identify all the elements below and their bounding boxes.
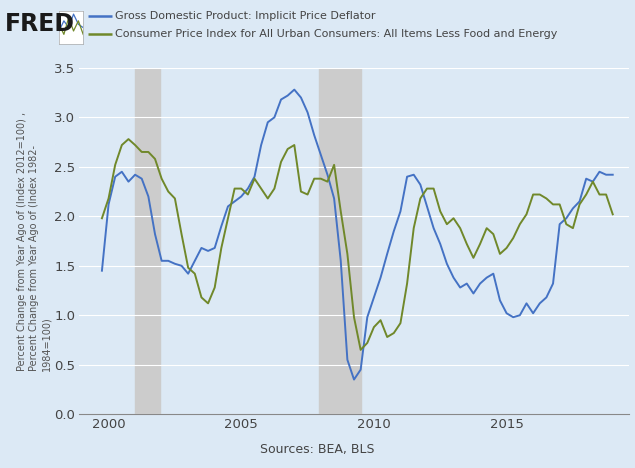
Bar [319,68,361,414]
Text: Gross Domestic Product: Implicit Price Deflator: Gross Domestic Product: Implicit Price D… [115,11,375,21]
Bar [135,68,159,414]
Y-axis label: Percent Change from Year Ago of (Index 2012=100) ,
Percent Change from Year Ago : Percent Change from Year Ago of (Index 2… [17,111,51,371]
Text: Consumer Price Index for All Urban Consumers: All Items Less Food and Energy: Consumer Price Index for All Urban Consu… [115,29,558,39]
Text: Sources: BEA, BLS: Sources: BEA, BLS [260,443,375,456]
Text: FRED: FRED [5,12,75,36]
